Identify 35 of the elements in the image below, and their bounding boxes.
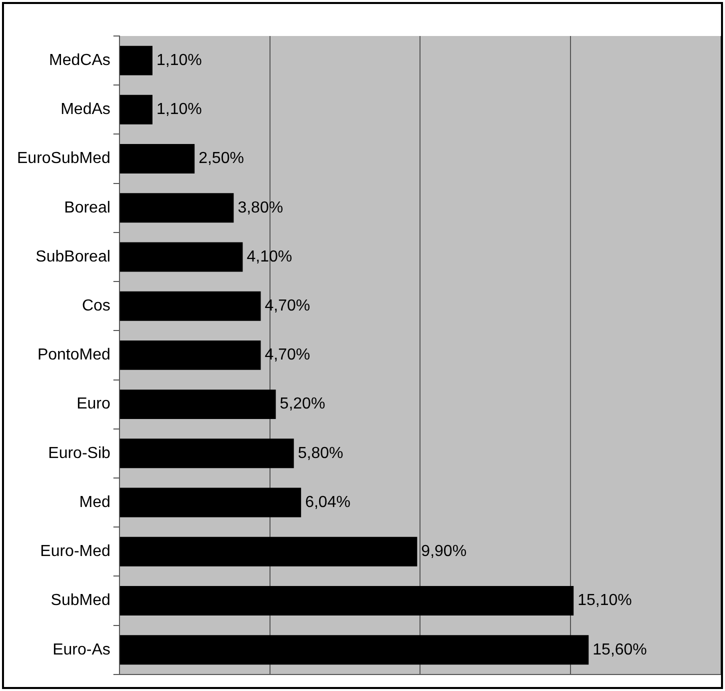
y-tick-label: EuroSubMed — [17, 150, 110, 168]
y-tick-label: PontoMed — [37, 346, 110, 364]
data-label: 5,80% — [298, 444, 344, 462]
bar — [120, 536, 418, 566]
bar — [120, 193, 234, 223]
bar — [120, 291, 261, 321]
data-label: 9,90% — [421, 543, 467, 560]
y-tick-label: SubMed — [50, 592, 110, 610]
bar — [120, 488, 302, 518]
bar — [120, 635, 589, 665]
y-tick-label: Cos — [82, 298, 110, 314]
data-label: 15,10% — [578, 592, 632, 610]
bar — [120, 144, 195, 174]
bar — [120, 340, 261, 370]
data-label: 1,10% — [156, 101, 202, 118]
bar — [120, 586, 574, 616]
data-label: 15,60% — [592, 641, 647, 658]
y-tick-label: Med — [79, 494, 110, 511]
y-tick-label: Boreal — [64, 199, 110, 216]
y-tick-label: Euro-Med — [40, 543, 110, 560]
y-tick-label: SubBoreal — [36, 248, 110, 266]
data-label: 6,04% — [305, 494, 350, 511]
bar — [120, 46, 152, 76]
bar — [120, 94, 152, 124]
y-tick-label: Euro-Sib — [48, 444, 110, 462]
data-label: 1,10% — [156, 52, 202, 69]
y-tick-label: MedAs — [60, 101, 110, 118]
y-tick-label: Euro — [76, 396, 110, 413]
bar — [120, 390, 276, 420]
y-tick-label: MedCAs — [49, 52, 110, 69]
data-label: 2,50% — [198, 150, 244, 168]
bar — [120, 438, 294, 468]
bar — [120, 242, 243, 272]
y-tick-label: Euro-As — [52, 641, 110, 658]
data-label: 5,20% — [280, 396, 326, 413]
